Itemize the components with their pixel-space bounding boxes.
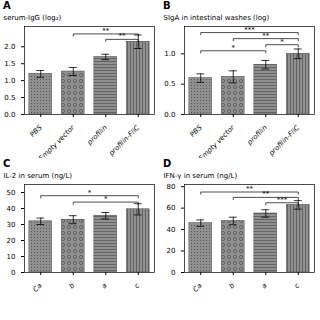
svg-text:Ca: Ca (192, 282, 204, 294)
svg-text:IL-2 in serum (ng/L): IL-2 in serum (ng/L) (4, 172, 73, 180)
html-text:A: A (3, 0, 11, 11)
svg-text:40: 40 (7, 205, 16, 213)
svg-text:**: ** (262, 32, 270, 40)
svg-text:1.5: 1.5 (4, 60, 15, 68)
svg-text:Ca: Ca (32, 282, 44, 294)
html-text:D: D (163, 158, 172, 169)
svg-text:*: * (104, 195, 108, 203)
svg-text:IFN-γ in serum (ng/L): IFN-γ in serum (ng/L) (164, 172, 238, 180)
svg-text:a: a (260, 282, 269, 291)
svg-text:20: 20 (167, 247, 176, 255)
svg-text:b: b (227, 281, 236, 290)
svg-text:**: ** (102, 27, 110, 35)
svg-text:60: 60 (167, 204, 176, 212)
svg-text:PBS: PBS (29, 123, 45, 139)
svg-text:*: * (88, 189, 92, 197)
svg-text:0.0: 0.0 (164, 111, 175, 119)
svg-text:c: c (133, 282, 141, 290)
svg-text:a: a (100, 282, 109, 291)
svg-text:50: 50 (7, 189, 16, 197)
svg-text:10: 10 (7, 253, 16, 261)
svg-text:profilin-FliC: profilin-FliC (267, 124, 302, 158)
html-text:C: C (3, 158, 11, 169)
svg-text:30: 30 (7, 221, 16, 229)
svg-text:***: *** (244, 26, 255, 34)
svg-text:profilin-FliC: profilin-FliC (107, 124, 142, 158)
svg-text:Empty vector: Empty vector (197, 123, 237, 158)
svg-text:**: ** (246, 185, 254, 193)
svg-text:**: ** (119, 32, 127, 40)
svg-text:serum-IgG (log₂): serum-IgG (log₂) (4, 14, 62, 22)
svg-text:80: 80 (167, 183, 176, 191)
svg-text:0.5: 0.5 (164, 80, 175, 88)
svg-text:Empty vector: Empty vector (37, 123, 77, 158)
svg-text:b: b (67, 281, 76, 290)
svg-text:*: * (280, 38, 284, 46)
svg-text:c: c (293, 282, 301, 290)
svg-text:0: 0 (171, 269, 175, 277)
svg-text:1.0: 1.0 (4, 77, 15, 85)
svg-text:1.0: 1.0 (164, 50, 175, 58)
svg-text:PBS: PBS (189, 123, 205, 139)
svg-text:**: ** (262, 190, 270, 198)
svg-text:0.5: 0.5 (4, 94, 15, 102)
svg-text:0: 0 (11, 269, 15, 277)
svg-text:***: *** (277, 196, 288, 204)
svg-text:0.0: 0.0 (4, 111, 15, 119)
svg-text:40: 40 (167, 226, 176, 234)
svg-text:SIgA in intestinal washes (log: SIgA in intestinal washes (log) (164, 14, 270, 22)
svg-text:20: 20 (7, 237, 16, 245)
html-text:B: B (163, 0, 171, 11)
svg-text:2.0: 2.0 (4, 43, 15, 51)
svg-text:profilin: profilin (245, 124, 269, 148)
svg-text:profilin: profilin (85, 124, 109, 148)
svg-text:*: * (232, 44, 236, 52)
